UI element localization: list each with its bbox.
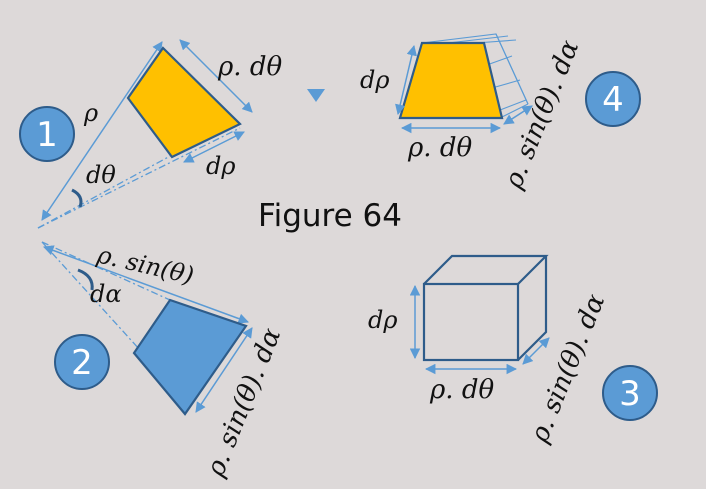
rho-sin-theta-arrow <box>43 245 249 324</box>
badge-4 <box>585 71 641 127</box>
rho-arrow <box>41 41 163 221</box>
volume-box <box>422 254 549 362</box>
trap-rho-sin-theta-d-alpha-label: ρ. sin(θ). dα <box>498 36 585 194</box>
box-depth-arrow <box>522 337 550 365</box>
badge-2 <box>54 334 110 390</box>
trap-d-rho-arrow <box>395 44 417 116</box>
panel-3: dρ ρ. dθ ρ. sin(θ). dα 3 <box>368 254 658 448</box>
panel-1: ρ dθ ρ. dθ dρ 1 <box>19 39 282 229</box>
d-alpha-label: dα <box>90 280 122 308</box>
badge-1-number: 1 <box>36 115 58 155</box>
box-rho-d-theta-label: ρ. dθ <box>429 375 494 405</box>
rho-label: ρ <box>83 99 98 127</box>
trap-d-rho-label: dρ <box>360 66 389 94</box>
d-rho-label: dρ <box>206 152 235 180</box>
radial-line-a <box>41 241 141 351</box>
d-rho-arrow <box>183 131 245 163</box>
rho-d-theta-arrow <box>179 39 253 113</box>
panel-4: dρ ρ. dθ ρ. sin(θ). dα 4 <box>360 33 641 194</box>
d-theta-label: dθ <box>86 161 116 189</box>
box-rho-sin-theta-d-alpha-label: ρ. sin(θ). dα <box>524 290 611 448</box>
d-alpha-arc <box>77 268 94 291</box>
orange-volume-face <box>398 41 504 120</box>
badge-4-number: 4 <box>602 80 624 120</box>
rho-sin-theta-d-alpha-arrow <box>195 327 253 413</box>
box-d-rho-label: dρ <box>368 306 397 334</box>
panel-2: ρ. sin(θ) dα ρ. sin(θ). dα 2 <box>41 240 287 482</box>
badge-2-number: 2 <box>71 343 93 383</box>
figure-caption: Figure 64 <box>258 198 402 234</box>
badge-1 <box>19 106 75 162</box>
badge-3 <box>602 365 658 421</box>
triangle-marker <box>307 89 325 102</box>
d-theta-arc <box>71 188 83 208</box>
trap-rho-d-theta-label: ρ. dθ <box>407 133 472 163</box>
trap-depth-arrow <box>503 105 533 125</box>
rho-d-theta-label: ρ. dθ <box>217 52 282 82</box>
badge-3-number: 3 <box>619 374 641 414</box>
